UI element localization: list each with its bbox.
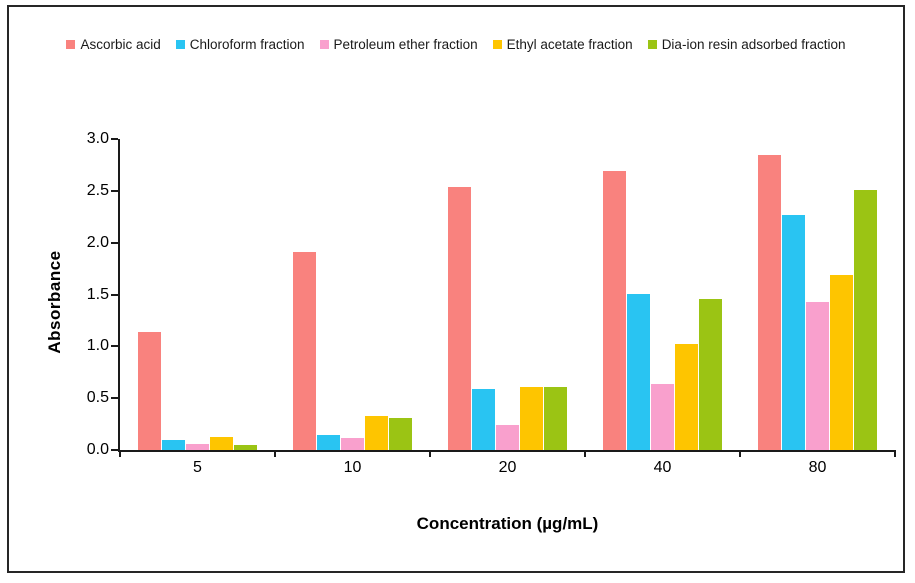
bar <box>854 190 877 450</box>
bar-group-5 <box>120 139 275 450</box>
bar <box>472 389 495 450</box>
y-tick-label: 0.5 <box>86 389 109 407</box>
legend-item: Dia-ion resin adsorbed fraction <box>647 36 846 52</box>
y-tick-label: 2.0 <box>86 233 109 251</box>
legend-item: Ethyl acetate fraction <box>492 36 633 52</box>
chart-legend: Ascorbic acid Chloroform fraction Petroleu… <box>9 31 903 57</box>
x-axis-title: Concentration (µg/mL) <box>416 514 599 533</box>
bar <box>627 294 650 450</box>
bar <box>162 440 185 450</box>
bar <box>448 187 471 450</box>
y-tick-label: 1.5 <box>86 285 109 303</box>
bar <box>234 445 257 450</box>
legend-label: Ascorbic acid <box>80 36 161 52</box>
bar <box>830 275 853 450</box>
legend-swatch-square <box>66 39 76 49</box>
legend-swatch-square <box>647 39 657 49</box>
y-tick-label: 2.5 <box>86 181 109 199</box>
x-tick-mark <box>274 450 276 457</box>
legend-label: Dia-ion resin adsorbed fraction <box>661 36 846 52</box>
y-tick-mark <box>111 397 118 400</box>
legend-item: Ascorbic acid <box>66 36 161 52</box>
legend-label: Petroleum ether fraction <box>333 36 478 52</box>
y-tick-label: 0.0 <box>86 441 109 458</box>
bar <box>186 444 209 450</box>
x-tick-mark <box>584 450 586 457</box>
legend-label: Chloroform fraction <box>189 36 305 52</box>
y-axis-line <box>118 139 120 452</box>
x-tick-label: 20 <box>498 459 517 476</box>
bar <box>603 171 626 450</box>
x-tick-label: 5 <box>193 459 202 476</box>
x-tick-mark <box>119 450 121 457</box>
bar-group-10 <box>275 139 430 450</box>
bar <box>520 387 543 450</box>
x-tick-label: 10 <box>343 459 362 476</box>
x-tick-mark <box>429 450 431 457</box>
x-tick-label: 80 <box>808 459 827 476</box>
y-tick-mark <box>111 241 118 244</box>
legend-swatch-square <box>175 39 185 49</box>
x-axis-line <box>118 450 895 452</box>
bar <box>496 425 519 450</box>
bar <box>365 416 388 450</box>
bar <box>293 252 316 450</box>
bar <box>210 437 233 450</box>
bar <box>138 332 161 450</box>
plot-area: 0.0 0.5 1.0 1.5 2.0 2.5 3.0 5 10 20 40 80 <box>87 131 896 476</box>
legend-swatch-square <box>492 39 502 49</box>
bar <box>317 435 340 450</box>
bar <box>699 299 722 450</box>
legend-item: Petroleum ether fraction <box>319 36 478 52</box>
legend-item: Chloroform fraction <box>175 36 305 52</box>
bar <box>651 384 674 450</box>
x-tick-label: 40 <box>653 459 672 476</box>
y-tick-mark <box>111 138 118 140</box>
y-tick-label: 3.0 <box>86 130 109 147</box>
bar <box>758 155 781 450</box>
bar-group-40 <box>585 139 740 450</box>
y-tick-mark <box>111 345 118 348</box>
bar <box>544 387 567 450</box>
bar <box>341 438 364 450</box>
y-tick-label: 1.0 <box>86 337 109 355</box>
x-tick-mark <box>739 450 741 457</box>
figure-border: Ascorbic acid Chloroform fraction Petroleu… <box>7 5 905 573</box>
bar-group-20 <box>430 139 585 450</box>
bar <box>806 302 829 450</box>
bar <box>389 418 412 450</box>
x-tick-mark <box>894 450 896 457</box>
y-tick-mark <box>111 189 118 192</box>
legend-swatch-square <box>319 39 329 49</box>
legend-label: Ethyl acetate fraction <box>506 36 633 52</box>
y-tick-mark <box>111 449 118 451</box>
y-tick-mark <box>111 293 118 296</box>
bar-group-80 <box>740 139 895 450</box>
bar <box>675 344 698 450</box>
bar <box>782 215 805 450</box>
